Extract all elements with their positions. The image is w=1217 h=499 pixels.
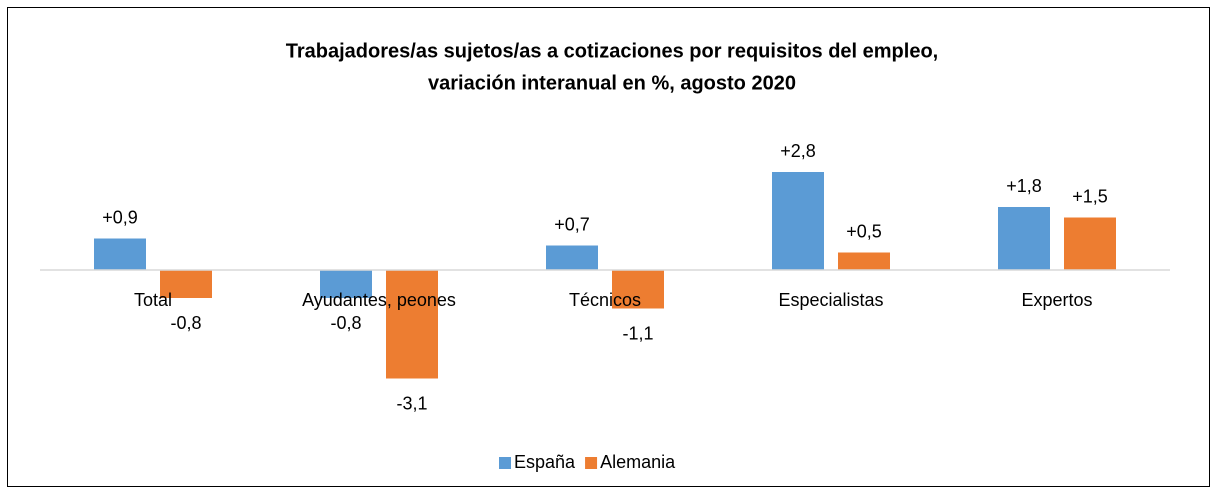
legend-swatch	[499, 457, 511, 469]
data-label: -1,1	[622, 323, 653, 343]
bar	[838, 252, 890, 270]
data-label: +0,5	[846, 221, 882, 241]
chart-title: Trabajadores/as sujetos/as a cotizacione…	[286, 40, 938, 62]
bar	[612, 270, 664, 309]
data-label: +2,8	[780, 141, 816, 161]
data-label: -0,8	[330, 313, 361, 333]
bar	[94, 238, 146, 270]
legend-label: Alemania	[600, 452, 676, 472]
data-label: +0,9	[102, 207, 138, 227]
bar	[998, 207, 1050, 270]
x-tick-label: Técnicos	[569, 290, 641, 310]
bar	[320, 270, 372, 298]
bar	[160, 270, 212, 298]
chart-title: variación interanual en %, agosto 2020	[428, 72, 796, 94]
x-tick-label: Expertos	[1021, 290, 1092, 310]
bar	[386, 270, 438, 379]
x-tick-label: Total	[134, 290, 172, 310]
data-label: +1,5	[1072, 186, 1108, 206]
data-label: +1,8	[1006, 176, 1042, 196]
data-label: -0,8	[170, 313, 201, 333]
legend-swatch	[585, 457, 598, 469]
x-tick-label: Especialistas	[778, 290, 883, 310]
bar	[1064, 217, 1116, 270]
x-tick-label: Ayudantes, peones	[302, 290, 456, 310]
data-label: +0,7	[554, 214, 590, 234]
data-label: -3,1	[396, 393, 427, 413]
legend-label: España	[514, 452, 576, 472]
bar	[546, 245, 598, 270]
bar	[772, 172, 824, 270]
